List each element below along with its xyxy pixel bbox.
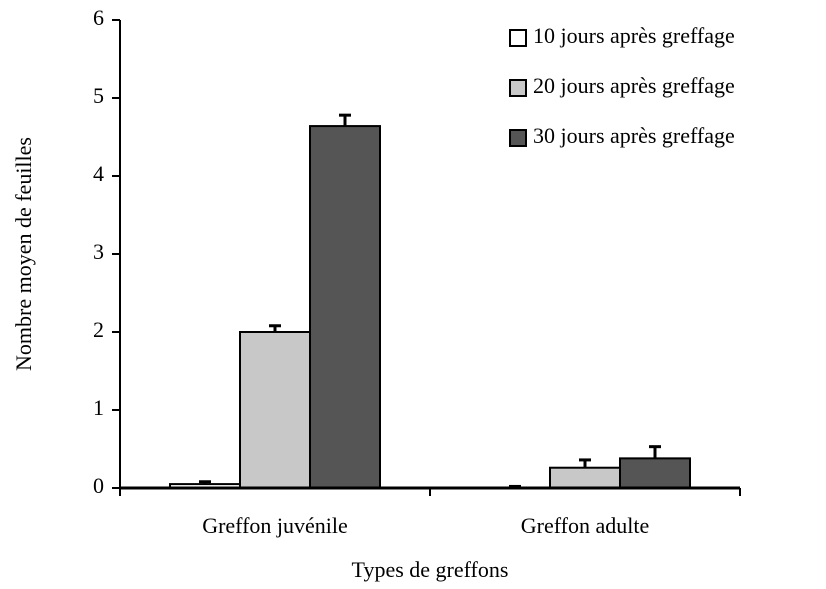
y-tick-label: 0 [93, 473, 104, 498]
y-tick-label: 2 [93, 317, 104, 342]
legend-label: 10 jours après greffage [533, 23, 735, 48]
y-tick-label: 3 [93, 239, 104, 264]
y-tick-label: 4 [93, 161, 104, 186]
x-tick-label: Greffon juvénile [202, 513, 348, 538]
y-axis-label: Nombre moyen de feuilles [11, 137, 36, 371]
x-tick-label: Greffon adulte [521, 513, 650, 538]
x-axis-label: Types de greffons [352, 557, 509, 582]
y-tick-label: 1 [93, 395, 104, 420]
legend-label: 20 jours après greffage [533, 73, 735, 98]
bar [619, 457, 691, 489]
y-tick-label: 5 [93, 83, 104, 108]
legend-swatch [509, 79, 527, 97]
legend-swatch [509, 129, 527, 147]
y-tick-label: 6 [93, 5, 104, 30]
bar [239, 331, 311, 489]
bar [549, 466, 621, 490]
legend-label: 30 jours après greffage [533, 123, 735, 148]
bar [309, 125, 381, 490]
legend-swatch [509, 29, 527, 47]
